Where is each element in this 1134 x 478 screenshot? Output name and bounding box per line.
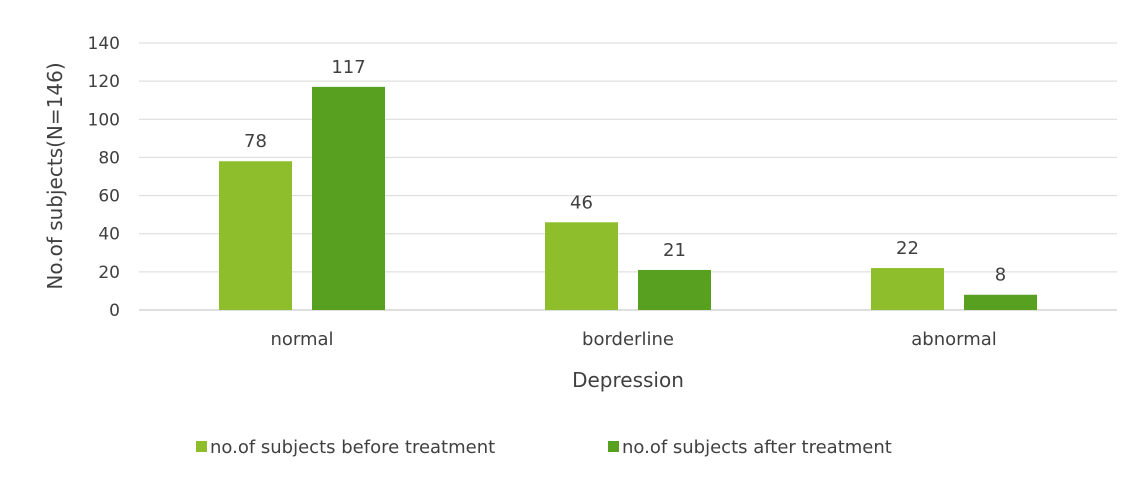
data-label: 21 bbox=[663, 240, 686, 261]
bar-abnormal-series-0 bbox=[871, 268, 944, 310]
y-tick-label: 140 bbox=[88, 34, 120, 54]
data-label: 117 bbox=[331, 57, 365, 78]
x-axis-categories: normal borderline abnormal bbox=[270, 329, 996, 350]
gridlines bbox=[139, 42, 1117, 311]
x-category-label: abnormal bbox=[911, 329, 997, 350]
x-axis-title: Depression bbox=[572, 368, 684, 392]
y-tick-label: 40 bbox=[98, 225, 120, 245]
y-tick-label: 120 bbox=[88, 72, 120, 92]
legend-label: no.of subjects before treatment bbox=[210, 437, 495, 458]
y-tick-label: 100 bbox=[88, 110, 120, 130]
data-labels: 78 117 46 21 22 8 bbox=[244, 57, 1006, 286]
data-label: 46 bbox=[570, 192, 593, 213]
bar-normal-series-0 bbox=[219, 161, 292, 310]
bar-borderline-series-1 bbox=[638, 269, 711, 310]
legend-swatch bbox=[196, 441, 207, 452]
bar-normal-series-1 bbox=[312, 86, 385, 310]
y-tick-label: 20 bbox=[98, 263, 120, 283]
bar-borderline-series-0 bbox=[545, 222, 618, 310]
legend-swatch bbox=[608, 441, 619, 452]
x-category-label: borderline bbox=[582, 329, 674, 350]
legend-label: no.of subjects after treatment bbox=[622, 437, 892, 458]
data-label: 78 bbox=[244, 131, 267, 152]
y-axis-title: No.of subjects(N=146) bbox=[43, 62, 67, 289]
y-tick-label: 80 bbox=[98, 148, 120, 168]
data-label: 8 bbox=[995, 265, 1006, 286]
y-tick-label: 60 bbox=[98, 187, 120, 207]
data-label: 22 bbox=[896, 238, 919, 259]
y-axis-ticks: 0 20 40 60 80 100 120 140 bbox=[88, 34, 120, 321]
bars bbox=[219, 86, 1037, 310]
y-tick-label: 0 bbox=[109, 301, 120, 321]
legend: no.of subjects before treatment no.of sub… bbox=[196, 437, 892, 458]
bar-abnormal-series-1 bbox=[964, 294, 1037, 310]
x-category-label: normal bbox=[270, 329, 333, 350]
